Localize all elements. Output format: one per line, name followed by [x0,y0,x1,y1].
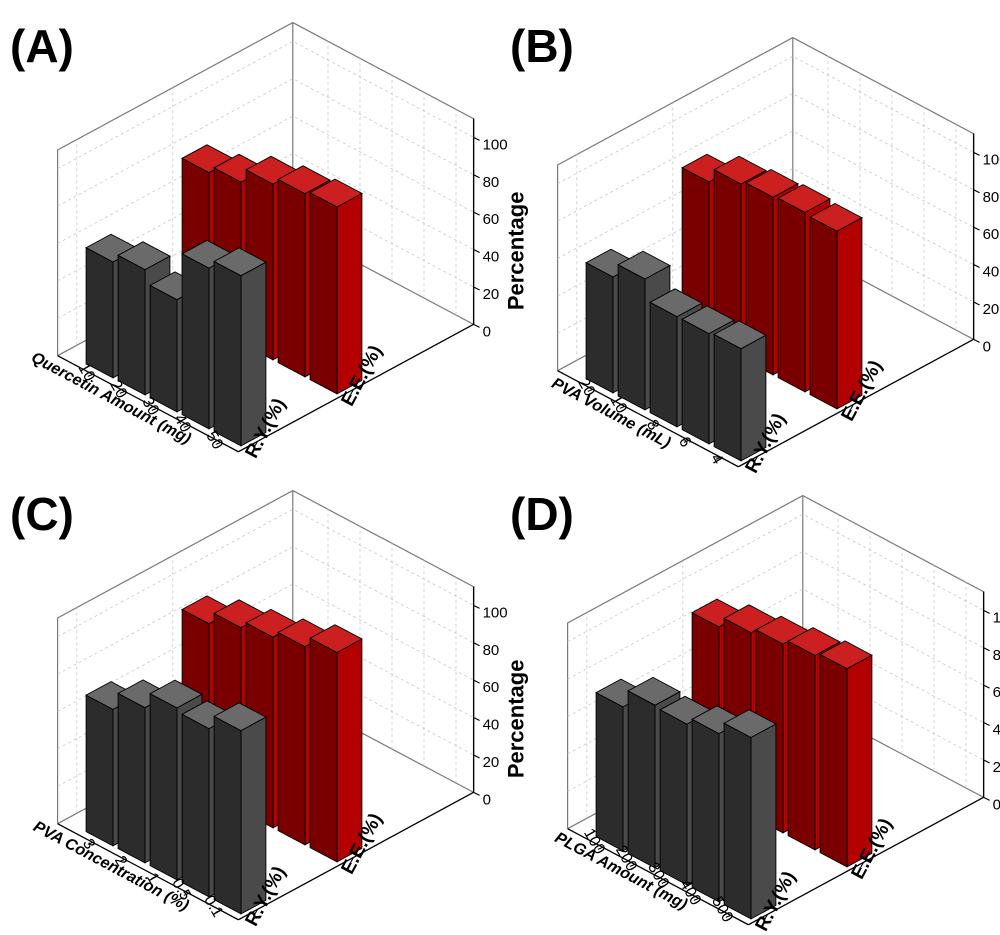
z-tick-label: 100 [983,151,1000,168]
x-tick-label: 4 [707,451,726,467]
x-tick-label: 6 [675,434,694,450]
x-tick-label: 30 [138,394,162,418]
panel-label: (B) [510,20,574,72]
panel-label: (D) [510,488,574,540]
x-tick-label: 20 [574,375,598,399]
z-tick-label: 40 [983,264,1000,281]
z-tick-label: 100 [483,604,508,621]
z-tick-label: 60 [483,679,500,696]
bars [595,598,873,920]
z-tick-label: 60 [983,226,1000,243]
panel-label: (A) [10,20,74,72]
z-tick-label: 20 [483,286,500,303]
x-tick-label: 10 [606,392,630,416]
z-tick-label: 40 [483,249,500,266]
bars [585,153,863,462]
bar [213,247,267,447]
z-axis-title: Percentage [504,192,529,311]
bar [309,178,363,395]
z-axis-title: Percentage [504,660,529,779]
z-tick-label: 100 [993,609,1000,626]
z-tick-label: 20 [993,759,1000,776]
chart-panel-1: (B)020406080100Percentage4681020PVA Volu… [510,20,1000,477]
x-tick-label: 40 [170,411,194,435]
z-tick-label: 0 [993,796,1000,813]
bar [713,320,767,462]
bars [85,595,363,915]
z-tick-label: 20 [983,301,1000,318]
z-tick-label: 80 [983,189,1000,206]
z-tick-label: 0 [483,791,491,808]
z-tick-label: 100 [483,136,508,153]
x-tick-label: 50 [202,428,226,452]
gridlines [567,513,984,819]
panel-label: (C) [10,488,74,540]
z-tick-label: 0 [983,338,991,355]
z-axis: 0 20 40 60 80 100 Percentage [472,586,529,808]
z-tick-label: 40 [483,717,500,734]
bar [213,702,267,915]
z-tick-label: 80 [993,647,1000,664]
z-tick-label: 20 [483,754,500,771]
chart-panel-3: (D)020406080100Percentage500400300200100… [510,488,1000,935]
z-axis: 0 20 40 60 80 100 Percentage [472,118,529,340]
x-tick-label: 20 [106,377,130,401]
x-tick-label: 10 [74,360,98,384]
gridlines [557,55,974,361]
bar [809,202,863,410]
bar [819,640,873,868]
gridlines [57,508,474,814]
bar [723,709,777,920]
z-tick-label: 60 [993,684,1000,701]
chart-panel-0: (A)020406080100Percentage5040302010Querc… [10,20,529,462]
gridlines [57,40,474,346]
z-tick-label: 40 [993,722,1000,739]
z-tick-label: 80 [483,174,500,191]
bars [85,144,363,447]
z-tick-label: 0 [483,323,491,340]
z-tick-label: 80 [483,642,500,659]
z-tick-label: 60 [483,211,500,228]
bar [309,624,363,863]
